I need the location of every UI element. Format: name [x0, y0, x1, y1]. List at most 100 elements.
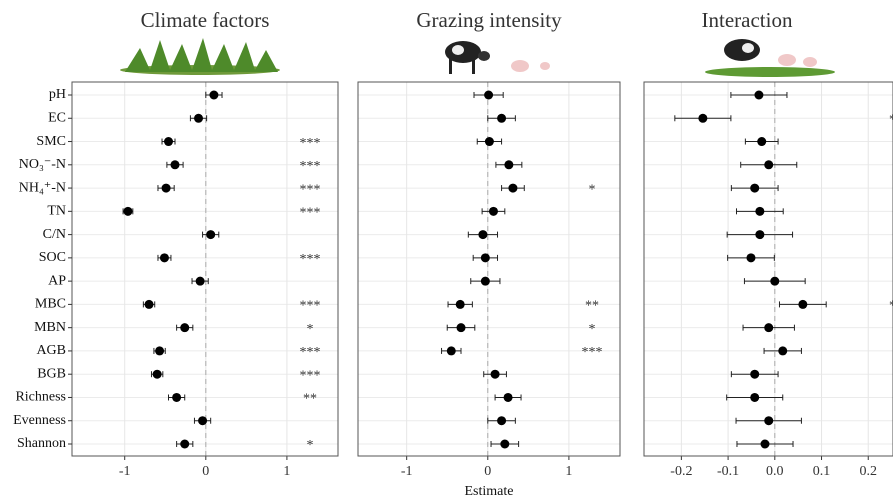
point [170, 160, 180, 170]
point [478, 230, 488, 240]
point [760, 439, 770, 449]
category-label: EC [48, 110, 66, 125]
point [698, 113, 708, 123]
point [144, 299, 154, 309]
category-label: Richness [15, 390, 66, 405]
point [209, 90, 219, 100]
point [152, 369, 162, 379]
significance-label: * [307, 322, 314, 337]
point [161, 183, 171, 193]
point [490, 369, 500, 379]
significance-label: *** [300, 159, 321, 174]
point [746, 253, 756, 263]
significance-label: *** [300, 299, 321, 314]
x-tick-label: 0.1 [813, 464, 831, 479]
x-tick-label: 0.2 [859, 464, 877, 479]
point [757, 137, 767, 147]
significance-label: *** [300, 182, 321, 197]
cow-grass-image [705, 39, 835, 77]
point [484, 137, 494, 147]
category-label: NO₃⁻-N [19, 157, 66, 172]
significance-label: * [889, 299, 893, 314]
significance-label: * [889, 112, 893, 127]
category-label: NH₄⁺-N [19, 180, 66, 195]
x-tick-label: -1 [401, 464, 413, 479]
point [497, 416, 507, 426]
grass-image [120, 38, 280, 75]
significance-label: ** [585, 299, 599, 314]
point [764, 416, 774, 426]
x-tick-label: 1 [565, 464, 572, 479]
category-label: SMC [36, 134, 66, 149]
point [194, 113, 204, 123]
x-tick-label: -1 [119, 464, 131, 479]
category-label: MBC [35, 297, 66, 312]
category-label: Evenness [13, 413, 66, 428]
point [750, 369, 760, 379]
point [164, 137, 174, 147]
chart-title: Climate factors [141, 8, 270, 32]
panel-frame [357, 81, 621, 457]
point [750, 183, 760, 193]
significance-label: *** [300, 206, 321, 221]
x-tick-label: 0.0 [766, 464, 784, 479]
significance-label: *** [300, 136, 321, 151]
point [446, 346, 456, 356]
category-label: AGB [36, 343, 66, 358]
point [172, 392, 182, 402]
significance-label: * [307, 438, 314, 453]
point [180, 439, 190, 449]
significance-label: * [589, 322, 596, 337]
significance-label: *** [300, 252, 321, 267]
category-label: Shannon [17, 436, 66, 451]
point [754, 90, 764, 100]
category-label: BGB [37, 366, 66, 381]
category-label: AP [48, 273, 66, 288]
point [195, 276, 205, 286]
point [159, 253, 169, 263]
panel-frame [643, 81, 893, 457]
x-tick-label: 1 [283, 464, 290, 479]
x-axis-label: Estimate [465, 484, 514, 499]
point [764, 323, 774, 333]
x-tick-label: 0 [484, 464, 491, 479]
point [503, 392, 513, 402]
category-label: MBN [34, 320, 66, 335]
point [500, 439, 510, 449]
category-label: TN [47, 204, 66, 219]
point [206, 230, 216, 240]
point [755, 206, 765, 216]
point [778, 346, 788, 356]
x-tick-label: -0.1 [717, 464, 739, 479]
point [180, 323, 190, 333]
chart-title: Grazing intensity [416, 8, 562, 32]
significance-label: *** [300, 368, 321, 383]
point [508, 183, 518, 193]
point [480, 253, 490, 263]
point [770, 276, 780, 286]
panel-frame [71, 81, 339, 457]
cow-image [445, 41, 550, 74]
point [488, 206, 498, 216]
significance-label: *** [300, 345, 321, 360]
category-label: C/N [43, 227, 66, 242]
point [755, 230, 765, 240]
point [155, 346, 165, 356]
point [798, 299, 808, 309]
category-label: SOC [39, 250, 66, 265]
point [198, 416, 208, 426]
significance-label: *** [582, 345, 603, 360]
point [480, 276, 490, 286]
point [123, 206, 133, 216]
point [455, 299, 465, 309]
point [504, 160, 514, 170]
chart-title: Interaction [702, 8, 793, 32]
point [484, 90, 494, 100]
point [497, 113, 507, 123]
significance-label: * [589, 182, 596, 197]
point [456, 323, 466, 333]
point [750, 392, 760, 402]
point [764, 160, 774, 170]
category-label: pH [49, 87, 66, 102]
